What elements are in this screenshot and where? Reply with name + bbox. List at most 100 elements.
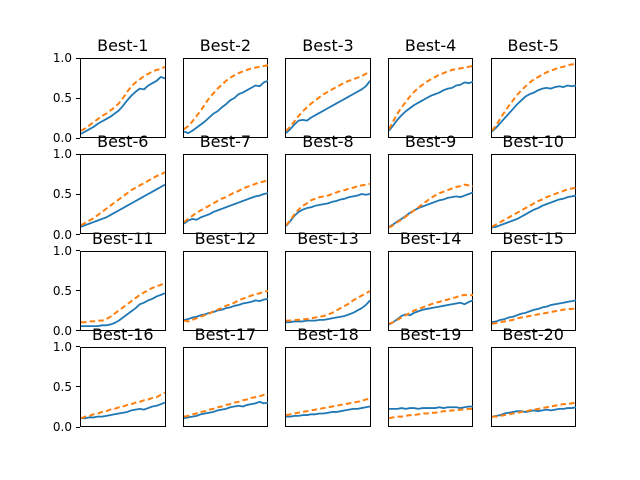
subplot-title: Best-2 xyxy=(199,36,252,55)
blue-solid-line xyxy=(81,401,165,419)
subplot-title: Best-14 xyxy=(399,228,462,248)
subplot-title: Best-9 xyxy=(404,132,457,152)
subplot-title: Best-16 xyxy=(92,324,154,344)
plot-area xyxy=(491,187,576,229)
plot-area xyxy=(286,70,371,134)
subplot-title: Best-5 xyxy=(507,36,559,55)
subplot-best-5 xyxy=(490,58,576,139)
y-tick xyxy=(75,386,80,388)
subplot-best-20 xyxy=(490,346,576,427)
subplot-best-10 xyxy=(490,154,576,235)
subplot-title: Best-1 xyxy=(97,36,149,55)
orange-dashed-line xyxy=(183,179,268,224)
y-tick xyxy=(75,97,80,99)
orange-dashed-line xyxy=(491,187,576,228)
subplot-best-7 xyxy=(182,154,269,235)
y-tick-label: 1.0 xyxy=(52,147,72,162)
subplot-title: Best-20 xyxy=(502,324,564,344)
orange-dashed-line xyxy=(183,289,268,322)
subplot-title: Best-10 xyxy=(502,132,564,152)
y-tick xyxy=(75,330,80,332)
subplot-best-17 xyxy=(182,346,269,427)
subplot-best-12 xyxy=(182,250,269,331)
y-tick-label: 0.5 xyxy=(52,91,72,106)
blue-solid-line xyxy=(388,191,473,228)
y-tick-label: 0.5 xyxy=(52,283,72,298)
subplot-best-16 xyxy=(80,346,166,427)
y-tick xyxy=(75,153,80,155)
blue-solid-line xyxy=(81,76,165,135)
subplot-best-1 xyxy=(80,58,166,139)
y-tick xyxy=(75,234,80,235)
y-tick-label: 1.0 xyxy=(52,243,72,258)
blue-solid-line xyxy=(183,79,268,134)
blue-solid-line xyxy=(183,297,268,321)
orange-dashed-line xyxy=(286,70,371,132)
subplot-best-19 xyxy=(387,346,474,427)
subplot-best-2 xyxy=(182,58,269,139)
y-tick xyxy=(75,290,80,292)
y-tick-label: 0.0 xyxy=(52,131,72,146)
orange-dashed-line xyxy=(81,171,165,227)
y-tick xyxy=(75,250,80,251)
orange-dashed-line xyxy=(286,289,371,322)
blue-solid-line xyxy=(286,299,371,323)
plot-area xyxy=(286,183,371,227)
plot-area xyxy=(388,405,473,419)
blue-solid-line xyxy=(491,194,576,229)
plot-area xyxy=(491,62,576,133)
subplot-title: Best-4 xyxy=(404,36,457,55)
plot-area xyxy=(388,293,473,325)
subplot-title: Best-8 xyxy=(302,132,354,152)
y-tick-label: 0.5 xyxy=(52,379,72,394)
blue-solid-line xyxy=(286,80,371,134)
y-tick-label: 0.0 xyxy=(52,227,72,242)
subplot-title: Best-18 xyxy=(297,324,359,344)
blue-solid-line xyxy=(491,298,576,323)
subplot-title: Best-7 xyxy=(199,132,252,152)
plot-area xyxy=(81,281,165,327)
blue-solid-line xyxy=(388,299,473,325)
blue-solid-line xyxy=(286,193,371,227)
blue-solid-line xyxy=(491,84,576,133)
subplot-best-8 xyxy=(285,154,371,235)
subplot-title: Best-11 xyxy=(92,228,154,248)
plot-area xyxy=(183,393,268,419)
orange-dashed-line xyxy=(491,401,576,418)
plot-area xyxy=(286,397,371,418)
subplot-title: Best-19 xyxy=(399,324,462,344)
y-tick xyxy=(75,426,80,428)
blue-solid-line xyxy=(491,406,576,418)
orange-dashed-line xyxy=(491,306,576,325)
subplot-best-11 xyxy=(80,250,166,331)
orange-dashed-line xyxy=(183,393,268,418)
y-tick-label: 1.0 xyxy=(52,339,72,354)
plot-area xyxy=(183,179,268,225)
plot-area xyxy=(81,171,165,228)
y-tick-label: 1.0 xyxy=(52,51,72,65)
subplot-title: Best-15 xyxy=(502,228,564,248)
subplot-best-9 xyxy=(387,154,474,235)
y-tick-label: 0.0 xyxy=(52,323,72,338)
orange-dashed-line xyxy=(388,183,473,229)
subplot-best-4 xyxy=(387,58,474,139)
plot-area xyxy=(81,391,165,419)
plot-area xyxy=(286,289,371,323)
orange-dashed-line xyxy=(286,397,371,416)
blue-solid-line xyxy=(81,291,165,327)
plot-area xyxy=(491,298,576,325)
y-tick xyxy=(75,137,80,139)
plot-area xyxy=(183,289,268,322)
subplot-best-6 xyxy=(80,154,166,235)
blue-solid-line xyxy=(388,405,473,410)
plot-area xyxy=(183,64,268,134)
blue-solid-line xyxy=(183,192,268,225)
blue-solid-line xyxy=(286,405,371,418)
subplot-title: Best-3 xyxy=(302,36,354,55)
subplot-best-18 xyxy=(285,346,371,427)
orange-dashed-line xyxy=(286,183,371,227)
plot-area xyxy=(491,401,576,418)
subplot-title: Best-17 xyxy=(194,324,257,344)
y-tick xyxy=(75,57,80,59)
